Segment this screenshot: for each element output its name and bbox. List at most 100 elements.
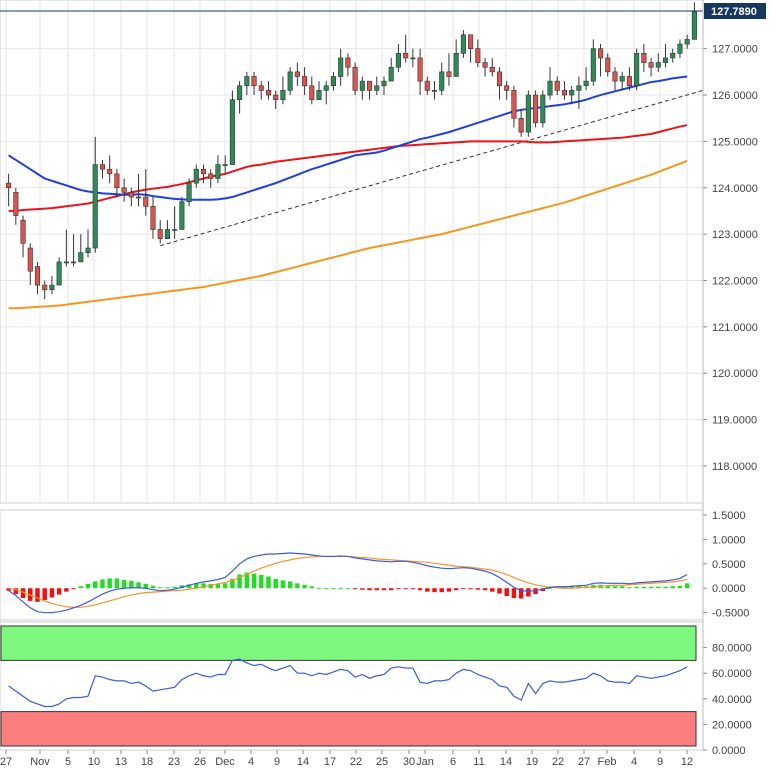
bear-candle — [273, 94, 279, 100]
macd-histogram-bar — [367, 588, 372, 591]
bull-candle — [540, 94, 546, 124]
time-tick-label: Dec — [215, 756, 235, 768]
bear-candle — [533, 94, 539, 124]
macd-histogram-bar — [396, 588, 401, 590]
bull-candle — [237, 85, 243, 100]
macd-histogram-bar — [71, 588, 76, 590]
rsi-tick-label: 80.0000 — [712, 643, 752, 655]
macd-histogram-bar — [627, 587, 632, 589]
macd-histogram-bar — [439, 588, 444, 593]
bull-candle — [229, 99, 235, 165]
macd-histogram-bar — [323, 588, 329, 590]
macd-histogram-bar — [172, 586, 177, 589]
bull-candle — [410, 57, 416, 60]
macd-histogram-bar — [85, 583, 91, 589]
time-tick-label: 10 — [88, 756, 100, 768]
bear-candle — [403, 53, 409, 59]
macd-histogram-bar — [684, 583, 690, 589]
macd-histogram-bar — [562, 586, 567, 589]
bear-candle — [626, 76, 632, 87]
bear-candle — [265, 90, 272, 96]
macd-histogram-bar — [129, 580, 134, 589]
bear-candle — [143, 196, 149, 207]
bull-candle — [525, 94, 531, 133]
macd-histogram-bar — [295, 583, 300, 589]
macd-histogram-bar — [410, 588, 416, 590]
macd-histogram-bar — [612, 586, 618, 589]
time-tick-label: 22 — [350, 756, 362, 768]
macd-histogram-bar — [388, 588, 394, 591]
time-tick-label: 18 — [141, 756, 153, 768]
price-tick-label: 123.0000 — [712, 229, 758, 241]
macd-histogram-bar — [121, 579, 127, 589]
bull-candle — [619, 76, 625, 82]
bull-candle — [634, 53, 640, 87]
macd-histogram-bar — [150, 585, 156, 589]
macd-histogram-bar — [547, 588, 553, 590]
bear-candle — [468, 34, 474, 49]
macd-histogram-bar — [656, 586, 661, 589]
bear-candle — [496, 71, 503, 87]
macd-histogram-bar — [482, 588, 488, 591]
macd-histogram-bar — [165, 587, 170, 589]
bear-candle — [417, 57, 423, 82]
bear-candle — [99, 164, 105, 170]
time-tick-label: 11 — [473, 756, 484, 768]
price-tick-label: 120.0000 — [712, 368, 758, 380]
bull-candle — [193, 168, 199, 184]
bull-candle — [569, 90, 575, 96]
bull-candle — [583, 80, 589, 87]
bull-candle — [323, 85, 329, 91]
bull-candle — [670, 53, 676, 59]
bear-candle — [352, 66, 358, 91]
price-tick-label: 122.0000 — [712, 275, 758, 287]
time-tick-label: 12 — [681, 756, 693, 768]
bull-candle — [662, 57, 669, 63]
bear-candle — [489, 66, 495, 73]
last-price-badge — [704, 3, 766, 19]
macd-histogram-bar — [56, 588, 62, 595]
time-tick-label: 5 — [65, 756, 71, 768]
macd-histogram-bar — [251, 573, 257, 589]
bear-candle — [128, 192, 134, 198]
bear-candle — [475, 48, 481, 63]
bull-candle — [395, 53, 401, 68]
time-tick-label: 4 — [631, 756, 637, 768]
bull-candle — [63, 261, 69, 264]
macd-histogram-bar — [634, 586, 639, 589]
macd-histogram-bar — [316, 587, 322, 589]
bull-candle — [460, 34, 466, 54]
rsi-bands — [0, 625, 697, 747]
bull-candle — [388, 66, 394, 82]
bull-candle — [677, 43, 683, 54]
macd-histogram-bar — [461, 588, 466, 590]
bull-candle — [547, 80, 553, 96]
bull-candle — [56, 261, 62, 286]
macd-histogram-bar — [309, 586, 315, 589]
macd-histogram-bar — [677, 585, 683, 589]
macd-histogram-bar — [287, 581, 293, 589]
sma-fast-line — [8, 75, 688, 201]
time-tick-label: Nov — [30, 756, 50, 768]
macd-histogram-bar — [194, 583, 199, 589]
bear-candle — [150, 205, 156, 230]
time-tick-label: 22 — [552, 756, 564, 768]
bear-candle — [251, 76, 257, 87]
time-tick-label: 26 — [194, 756, 206, 768]
bull-candle — [381, 80, 387, 87]
macd-histogram-bar — [222, 583, 228, 589]
macd-histogram-bar — [100, 579, 105, 589]
macd-histogram-bar — [648, 586, 654, 589]
macd-histogram-bar — [504, 588, 509, 597]
macd-histogram-bar — [201, 583, 206, 589]
bull-candle — [655, 62, 661, 68]
bear-candle — [561, 90, 567, 96]
macd-histogram-bar — [6, 588, 11, 591]
price-tick-label: 126.0000 — [712, 90, 758, 102]
macd-histogram-bar — [360, 588, 365, 590]
macd-tick-label: 1.5000 — [712, 510, 746, 522]
bull-candle — [338, 57, 344, 77]
macd-histogram-bar — [475, 588, 481, 590]
macd-histogram-bar — [345, 588, 351, 590]
time-tick-label: 30 — [403, 756, 415, 768]
